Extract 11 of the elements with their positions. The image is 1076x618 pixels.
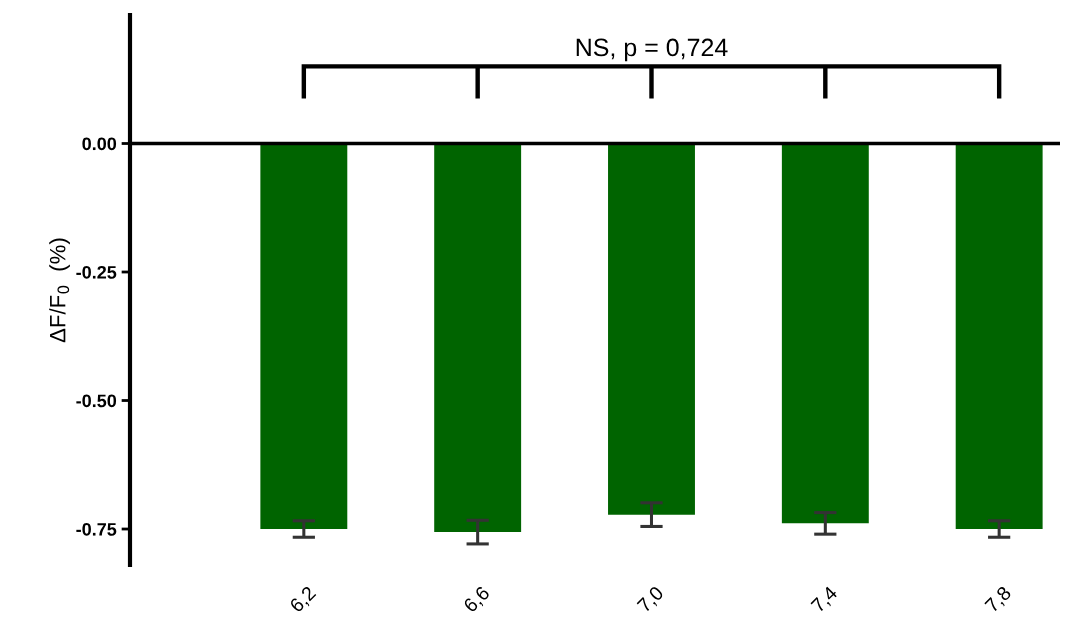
x-tick-label: 7,8 xyxy=(984,585,1014,615)
x-tick-label: 7,0 xyxy=(636,585,666,615)
x-tick-label: 6,2 xyxy=(288,585,319,615)
annotation: NS, p = 0,724 xyxy=(576,38,728,62)
y-tick-label: -0.50 xyxy=(76,394,117,408)
x-tick-label: 6,6 xyxy=(462,585,492,615)
y-axis-title: ΔF/F$_{0}$ (%) xyxy=(49,238,70,343)
y-tick-label: -0.25 xyxy=(76,265,117,279)
x-tick-label: 7,4 xyxy=(810,585,840,615)
y-tick-label: -0.75 xyxy=(76,522,117,536)
y-tick-label: 0.00 xyxy=(82,137,117,151)
